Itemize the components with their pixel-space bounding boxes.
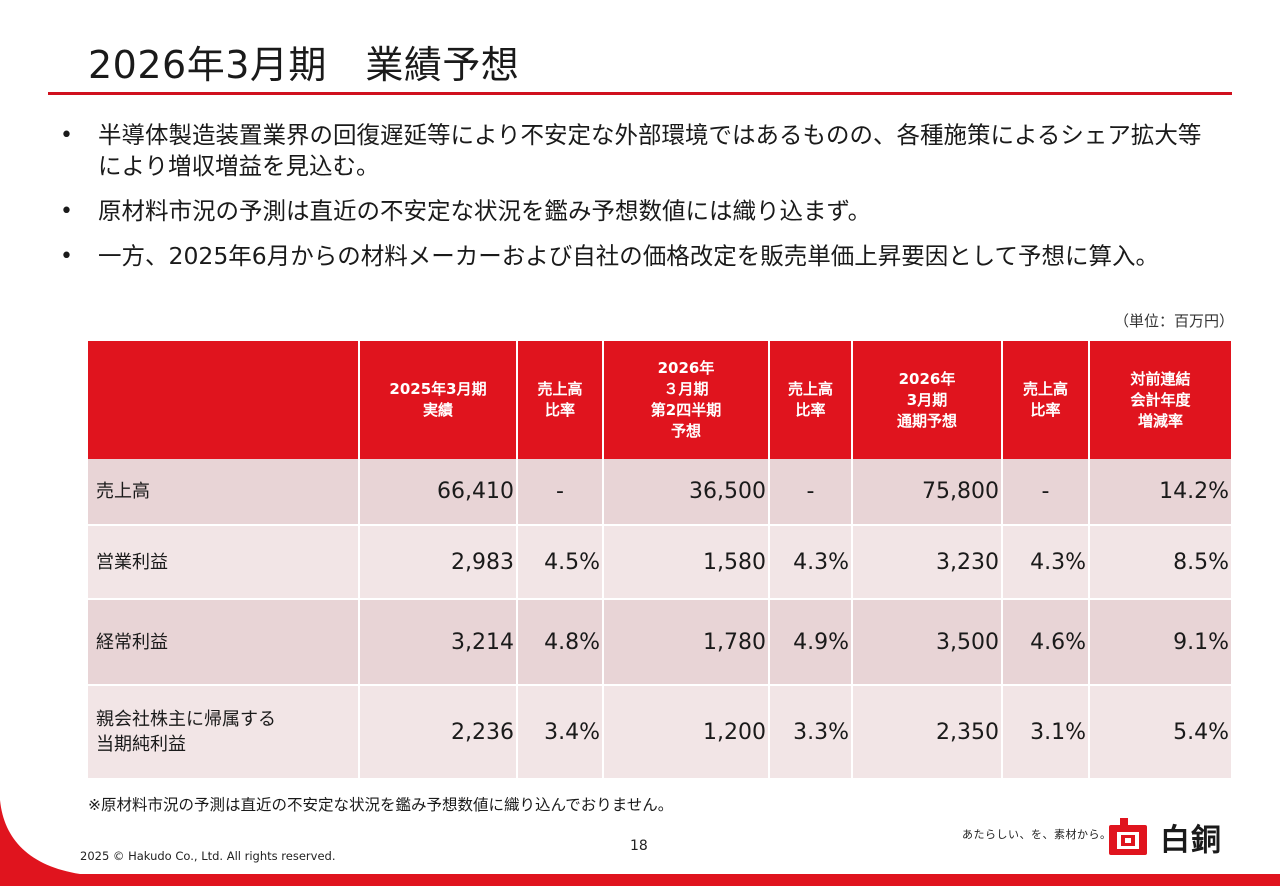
company-slogan: あたらしい、を、素材から。 (962, 828, 1112, 841)
row-label: 経常利益 (88, 599, 360, 686)
header-cell: 2026年 ３月期 第2四半期 予想 (603, 341, 770, 459)
bullet-marker: • (60, 199, 73, 224)
cell-fy2026-forecast: 3,230 (852, 525, 1003, 600)
header-cell: 2025年3月期 実績 (359, 341, 518, 459)
cell-sales-ratio: 4.8% (517, 599, 604, 686)
row-label: 営業利益 (88, 525, 360, 600)
cell-sales-ratio: 4.6% (1002, 599, 1090, 686)
cell-q2-forecast: 36,500 (603, 459, 770, 526)
cell-q2-forecast: 1,200 (603, 685, 770, 780)
cell-fy2025-actual: 2,983 (359, 525, 518, 600)
cell-sales-ratio: 3.1% (1002, 685, 1090, 780)
cell-sales-ratio: - (769, 459, 853, 526)
bullet-item: • 半導体製造装置業界の回復遅延等により不安定な外部環境ではあるものの、各種施策… (60, 120, 1220, 182)
table-row: 営業利益 2,983 4.5% 1,580 4.3% 3,230 4.3% 8.… (88, 525, 1231, 600)
cell-fy2026-forecast: 75,800 (852, 459, 1003, 526)
cell-sales-ratio: - (1002, 459, 1090, 526)
header-cell: 売上高 比率 (769, 341, 853, 459)
cell-q2-forecast: 1,580 (603, 525, 770, 600)
bullet-text: 原材料市況の予測は直近の不安定な状況を鑑み予想数値には織り込まず。 (98, 197, 872, 225)
cell-sales-ratio: 4.5% (517, 525, 604, 600)
table-row: 親会社株主に帰属する 当期純利益 2,236 3.4% 1,200 3.3% 2,… (88, 685, 1231, 780)
cell-fy2025-actual: 66,410 (359, 459, 518, 526)
bullet-item: • 一方、2025年6月からの材料メーカーおよび自社の価格改定を販売単価上昇要因… (60, 241, 1220, 272)
table-row: 経常利益 3,214 4.8% 1,780 4.9% 3,500 4.6% 9.… (88, 599, 1231, 686)
cell-fy2025-actual: 3,214 (359, 599, 518, 686)
cell-q2-forecast: 1,780 (603, 599, 770, 686)
cell-fy2025-actual: 2,236 (359, 685, 518, 780)
forecast-table: 2025年3月期 実績 売上高 比率 2026年 ３月期 第2四半期 予想 売上高 比率 2… (88, 341, 1231, 780)
title-divider (48, 92, 1232, 95)
company-logo-text: 白銅 (1160, 823, 1222, 858)
cell-yoy-change: 5.4% (1089, 685, 1231, 780)
page-number: 18 (630, 838, 648, 854)
cell-yoy-change: 9.1% (1089, 599, 1231, 686)
row-label: 売上高 (88, 459, 360, 526)
cell-sales-ratio: 3.4% (517, 685, 604, 780)
copyright-text: 2025 © Hakudo Co., Ltd. All rights reser… (80, 849, 336, 863)
bullet-marker: • (60, 244, 73, 269)
bullet-text: 一方、2025年6月からの材料メーカーおよび自社の価格改定を販売単価上昇要因とし… (98, 242, 1160, 270)
header-cell: 売上高 比率 (1002, 341, 1090, 459)
header-cell (88, 341, 360, 459)
cell-yoy-change: 14.2% (1089, 459, 1231, 526)
header-cell: 売上高 比率 (517, 341, 604, 459)
page-title: 2026年3月期 業績予想 (88, 43, 520, 87)
cell-sales-ratio: 4.3% (769, 525, 853, 600)
company-logo-icon (1109, 818, 1147, 855)
cell-sales-ratio: - (517, 459, 604, 526)
cell-sales-ratio: 4.9% (769, 599, 853, 686)
table-row: 売上高 66,410 - 36,500 - 75,800 - 14.2% (88, 459, 1231, 526)
table-header-row: 2025年3月期 実績 売上高 比率 2026年 ３月期 第2四半期 予想 売上高 比率 2… (88, 341, 1231, 459)
footnote: ※原材料市況の予測は直近の不安定な状況を鑑み予想数値に織り込んでおりません。 (88, 796, 674, 814)
header-cell: 2026年 3月期 通期予想 (852, 341, 1003, 459)
unit-label: （単位：百万円） (1113, 312, 1234, 330)
row-label: 親会社株主に帰属する 当期純利益 (88, 685, 360, 780)
bullet-list: • 半導体製造装置業界の回復遅延等により不安定な外部環境ではあるものの、各種施策… (60, 120, 1220, 286)
bullet-item: • 原材料市況の予測は直近の不安定な状況を鑑み予想数値には織り込まず。 (60, 196, 1220, 227)
cell-yoy-change: 8.5% (1089, 525, 1231, 600)
bullet-text: 半導体製造装置業界の回復遅延等により不安定な外部環境ではあるものの、各種施策によ… (98, 121, 1202, 180)
cell-sales-ratio: 4.3% (1002, 525, 1090, 600)
bullet-marker: • (60, 123, 73, 148)
cell-fy2026-forecast: 2,350 (852, 685, 1003, 780)
cell-fy2026-forecast: 3,500 (852, 599, 1003, 686)
header-cell: 対前連結 会計年度 増減率 (1089, 341, 1231, 459)
cell-sales-ratio: 3.3% (769, 685, 853, 780)
